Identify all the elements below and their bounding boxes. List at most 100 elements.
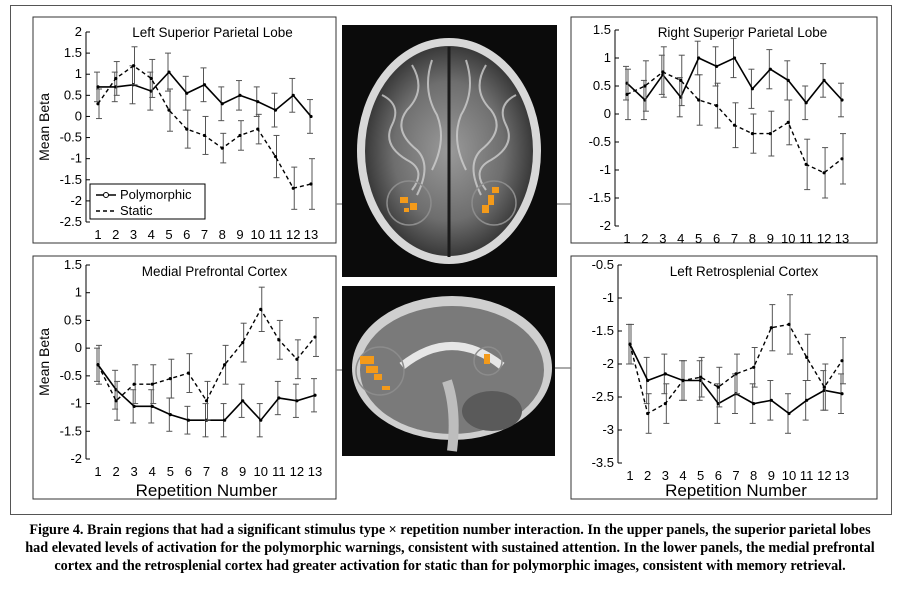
- chart-3-x-tick-label: 13: [308, 464, 322, 479]
- chart-3-y-tick-label: 1.5: [64, 257, 82, 272]
- chart-2-point: [732, 56, 737, 60]
- chart-2-y-tick-label: 0.5: [593, 78, 611, 93]
- chart-3-x-tick-label: 2: [112, 464, 119, 479]
- chart-1-legend-box: [89, 183, 206, 220]
- chart-2-point: [822, 171, 826, 175]
- chart-3-x-label: Repetition Number: [136, 481, 278, 500]
- chart-4-point: [646, 411, 650, 416]
- chart-1-x-tick-label: 11: [269, 227, 283, 242]
- chart-4-x-tick-label: 10: [782, 468, 796, 483]
- chart-1-x-tick-label: 5: [165, 227, 172, 242]
- chart-1-legend-polymorphic-marker: [103, 192, 109, 198]
- chart-4-x-tick-label: 11: [800, 468, 814, 483]
- chart-3-x-tick-label: 4: [149, 464, 156, 479]
- chart-1-y-tick-label: -2: [70, 193, 82, 208]
- chart-1-y-tick-label: 1.5: [64, 45, 82, 60]
- chart-2-point: [750, 132, 755, 136]
- chart-3-y-tick-label: -0.5: [60, 368, 82, 383]
- chart-3-y-tick-label: -1.5: [60, 423, 82, 438]
- chart-3-point: [259, 307, 263, 311]
- chart-1-title: Left Superior Parietal Lobe: [132, 25, 293, 40]
- chart-1-point: [291, 93, 295, 97]
- chart-3-x-tick-label: 8: [221, 464, 228, 479]
- chart-4-point: [840, 392, 844, 396]
- chart-3-y-tick-label: -1: [70, 396, 82, 411]
- chart-4-point: [646, 378, 650, 383]
- chart-4-point: [787, 411, 791, 416]
- chart-4-y-tick-label: -1.5: [592, 323, 614, 338]
- chart-2-point: [697, 98, 701, 102]
- chart-4-point: [787, 322, 791, 326]
- chart-2-point: [643, 84, 647, 88]
- chart-2-y-tick-label: 1: [604, 50, 611, 65]
- chart-1-point: [256, 100, 260, 104]
- chart-2-point: [697, 56, 701, 60]
- chart-2-x-tick-label: 3: [659, 231, 666, 246]
- chart-4-x-tick-label: 12: [817, 468, 831, 483]
- chart-2-point: [679, 78, 683, 82]
- chart-1-point: [114, 76, 118, 81]
- chart-1-point: [309, 182, 313, 186]
- chart-2-x-tick-label: 1: [623, 231, 630, 246]
- chart-2-point: [732, 123, 737, 127]
- chart-3-x-tick-label: 10: [254, 464, 268, 479]
- chart-3-point: [168, 377, 172, 381]
- chart-2-point: [768, 132, 772, 136]
- chart-1-legend-static-label: Static: [120, 203, 153, 218]
- chart-1-y-tick-label: -0.5: [60, 130, 82, 145]
- chart-2-x-tick-label: 9: [767, 231, 774, 246]
- chart-3-point: [222, 418, 227, 422]
- chart-2-point: [822, 78, 826, 82]
- chart-3-point: [150, 382, 154, 386]
- chart-4-point: [805, 355, 809, 359]
- chart-2-x-tick-label: 5: [695, 231, 702, 246]
- chart-3-point: [186, 418, 191, 422]
- chart-1-y-tick-label: 0.5: [64, 87, 82, 102]
- chart-3-y-label: Mean Beta: [36, 328, 52, 396]
- chart-4-x-tick-label: 8: [750, 468, 757, 483]
- chart-2-panel: [570, 16, 878, 244]
- chart-2-x-tick-label: 13: [835, 231, 849, 246]
- chart-2-title: Right Superior Parietal Lobe: [658, 25, 828, 40]
- chart-1-x-tick-label: 1: [94, 227, 101, 242]
- chart-2-point: [840, 157, 844, 161]
- chart-3-point: [313, 393, 317, 397]
- chart-1-x-tick-label: 8: [219, 227, 226, 242]
- chart-1-x-tick-label: 7: [201, 227, 208, 242]
- chart-1-point: [238, 133, 242, 138]
- chart-1-y-tick-label: 1: [75, 66, 82, 81]
- chart-4-title: Left Retrosplenial Cortex: [670, 264, 819, 279]
- chart-1-point: [202, 83, 207, 87]
- chart-1-y-tick-label: -2.5: [60, 214, 82, 229]
- chart-4-x-tick-label: 5: [697, 468, 704, 483]
- chart-3-x-tick-label: 5: [167, 464, 174, 479]
- chart-4-point: [769, 326, 773, 330]
- chart-2-point: [714, 64, 719, 68]
- chart-4-y-tick-label: -2.5: [592, 389, 614, 404]
- chart-1-point: [238, 93, 242, 97]
- chart-2-y-tick-label: -1.5: [589, 190, 611, 205]
- chart-2-point: [714, 104, 719, 108]
- chart-3-point: [241, 399, 245, 403]
- chart-3-point: [259, 418, 263, 422]
- chart-3-point: [132, 382, 136, 386]
- chart-4-point: [822, 385, 826, 389]
- chart-2-point: [661, 70, 665, 74]
- chart-3-point: [150, 404, 154, 408]
- chart-4-point: [699, 375, 703, 379]
- chart-1-point: [167, 108, 171, 112]
- chart-4-point: [628, 342, 632, 346]
- chart-4-x-tick-label: 1: [626, 468, 633, 483]
- chart-4-y-tick-label: -0.5: [592, 257, 614, 272]
- chart-3-point: [204, 399, 209, 403]
- chart-3-y-tick-label: 0: [75, 340, 82, 355]
- chart-1-point: [167, 70, 171, 74]
- chart-2-point: [768, 67, 772, 71]
- chart-4-x-tick-label: 4: [679, 468, 686, 483]
- chart-2-point: [840, 98, 844, 102]
- chart-1-x-tick-label: 3: [130, 227, 137, 242]
- chart-1-x-tick-label: 10: [251, 227, 265, 242]
- chart-3-x-tick-label: 9: [239, 464, 246, 479]
- chart-4-point: [769, 398, 773, 402]
